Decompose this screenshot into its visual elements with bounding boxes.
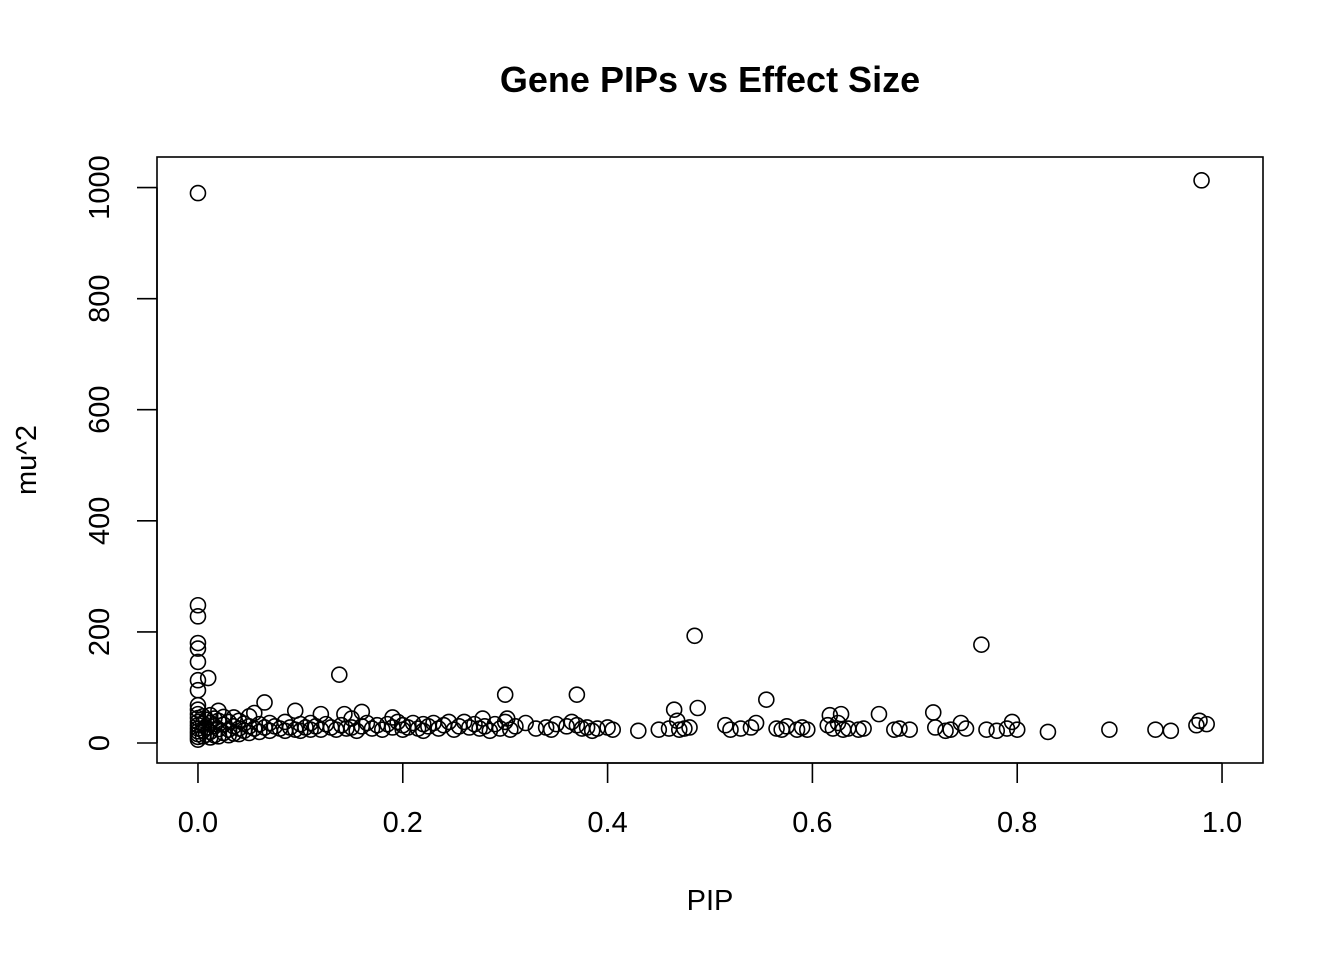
data-point [502, 721, 519, 738]
data-point [189, 184, 207, 202]
data-point [1188, 716, 1205, 734]
data-point [201, 706, 219, 724]
data-point [189, 696, 207, 714]
data-point [435, 716, 453, 734]
data-point [722, 721, 739, 738]
data-point [507, 718, 524, 735]
data-point [891, 720, 908, 737]
data-point [358, 714, 376, 732]
y-tick-label: 800 [84, 274, 116, 322]
data-point [496, 686, 514, 703]
data-point [1193, 172, 1210, 189]
x-tick-label: 0.4 [587, 807, 627, 839]
data-point [681, 719, 698, 736]
x-axis-label: PIP [687, 885, 734, 917]
data-point [952, 714, 970, 732]
data-point [399, 719, 417, 736]
plot-area [156, 156, 1264, 764]
data-point [373, 721, 391, 738]
x-tick-label: 0.6 [792, 807, 832, 839]
data-point [1039, 723, 1057, 741]
data-point [189, 653, 207, 671]
data-point [256, 694, 273, 711]
data-point [747, 714, 765, 732]
data-point [855, 720, 872, 737]
data-point [189, 671, 207, 689]
data-point [578, 719, 596, 736]
y-axis: 0 200 400 600 800 1000 [84, 155, 158, 751]
data-point [240, 724, 258, 742]
data-point [973, 636, 990, 653]
data-point [742, 719, 760, 736]
data-point [717, 716, 734, 734]
data-point [1101, 721, 1118, 738]
data-point [568, 686, 586, 703]
data-point [926, 719, 944, 736]
data-point [330, 666, 348, 683]
data-point [732, 720, 750, 737]
data-point [957, 720, 975, 737]
data-point [870, 705, 888, 723]
data-point [542, 721, 560, 738]
y-tick-label: 600 [84, 386, 116, 434]
data-point [604, 721, 622, 738]
data-point [1008, 721, 1026, 738]
y-tick-label: 200 [84, 608, 116, 656]
data-point [189, 731, 207, 748]
data-point [302, 721, 319, 738]
data-point [988, 722, 1006, 740]
data-point [517, 714, 534, 732]
data-point [778, 718, 796, 735]
data-point [665, 701, 683, 718]
data-point [568, 716, 586, 734]
data-point [1198, 715, 1215, 733]
data-point [1162, 722, 1180, 740]
data-point [686, 627, 703, 645]
data-point [189, 596, 207, 614]
data-point [189, 608, 207, 625]
data-point [343, 719, 360, 736]
x-tick-label: 1.0 [1202, 807, 1242, 839]
data-point [189, 681, 207, 699]
y-tick-label: 0 [84, 735, 116, 751]
chart-title: Gene PIPs vs Effect Size [500, 59, 920, 100]
data-point [901, 721, 918, 738]
data-point [819, 716, 837, 734]
y-tick-label: 1000 [84, 155, 116, 220]
data-point [455, 713, 473, 731]
x-tick-label: 0.2 [383, 807, 423, 839]
data-point [650, 721, 668, 738]
data-point [189, 634, 207, 652]
x-axis: 0.0 0.2 0.4 0.6 0.8 1.0 [178, 762, 1242, 839]
data-point [251, 723, 268, 741]
y-axis-label: mu^2 [11, 425, 43, 495]
data-point [758, 691, 775, 708]
data-point [199, 669, 217, 687]
data-point [924, 704, 942, 721]
data-point [798, 721, 816, 738]
data-point [630, 722, 647, 740]
data-point [832, 705, 850, 723]
data-point [363, 720, 381, 737]
data-point [466, 715, 483, 733]
data-point [689, 699, 707, 717]
data-point [978, 721, 995, 738]
data-point [189, 640, 207, 657]
x-tick-label: 0.0 [178, 807, 218, 839]
y-tick-label: 400 [84, 497, 116, 545]
data-point [1147, 721, 1164, 738]
x-tick-label: 0.8 [997, 807, 1037, 839]
data-points [189, 172, 1215, 748]
